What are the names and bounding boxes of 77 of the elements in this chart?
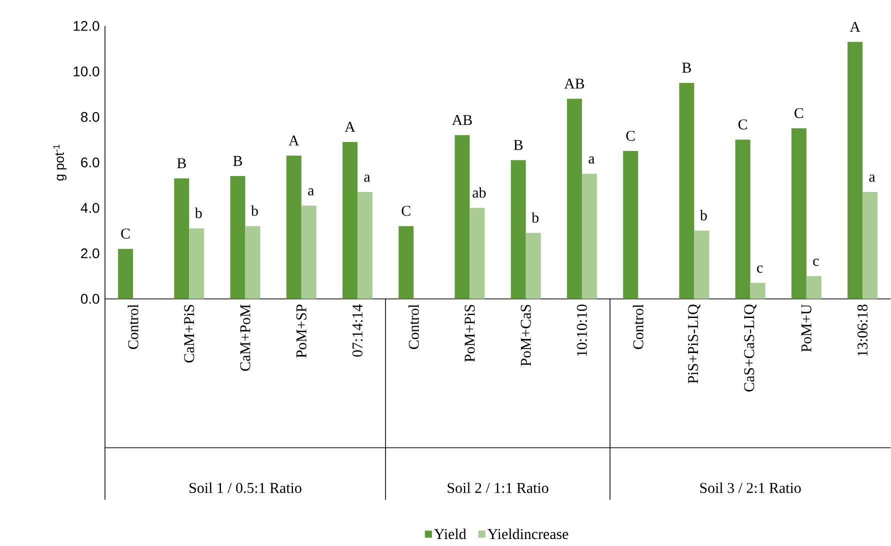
- bar: [679, 82, 694, 299]
- y-tick-label: 12.0: [74, 21, 100, 32]
- x-tick-label: PoM+CaS: [520, 305, 531, 366]
- data-label: C: [738, 120, 747, 130]
- data-label: B: [682, 62, 691, 73]
- data-label: C: [626, 130, 635, 141]
- data-label: AB: [564, 78, 584, 89]
- data-label: B: [233, 156, 242, 166]
- x-tick-label: CaS+CaS-LIQ: [744, 304, 756, 392]
- data-label: ab: [472, 187, 486, 198]
- bar: [245, 226, 260, 299]
- y-tick-label: 8.0: [81, 112, 100, 122]
- data-label: a: [308, 188, 314, 196]
- data-label: b: [251, 206, 258, 216]
- bar: [470, 208, 485, 299]
- bar: [582, 174, 597, 299]
- data-label: b: [194, 208, 202, 218]
- data-label: A: [850, 22, 860, 32]
- x-tick-label: Control: [408, 304, 419, 350]
- y-tick-label: 6.0: [81, 158, 100, 168]
- bar: [735, 140, 750, 299]
- data-label: B: [177, 158, 186, 168]
- y-axis-title: g pot$^{-1}$: [53, 144, 66, 181]
- x-tick-label: 13:06:18: [857, 304, 868, 356]
- data-label: b: [532, 212, 539, 223]
- data-label: a: [869, 174, 876, 182]
- data-label: A: [344, 122, 356, 132]
- bar: [806, 276, 822, 299]
- bar: [862, 192, 878, 299]
- bar: [342, 142, 358, 299]
- bar: [230, 176, 246, 299]
- data-label: AB: [452, 115, 472, 126]
- x-tick-label: PoM+SP: [296, 304, 306, 358]
- data-label: c: [757, 266, 763, 273]
- data-label: C: [402, 206, 410, 216]
- bar: [301, 206, 316, 299]
- bar: [510, 160, 526, 299]
- x-tick-label: Control: [128, 304, 138, 350]
- data-label: C: [794, 108, 804, 118]
- text: Soil 3 / 2:1 Ratio: [700, 482, 801, 494]
- y-tick-label: 4.0: [80, 203, 100, 213]
- bar: [623, 151, 638, 299]
- bar: [357, 192, 372, 299]
- x-tick-label: CaM+PoM: [240, 304, 250, 371]
- bar: [189, 228, 204, 299]
- legend-label: Yieldincrease: [488, 528, 568, 540]
- x-tick-label: CaM+PiS: [184, 305, 194, 363]
- bar: [118, 248, 134, 299]
- data-label: a: [364, 174, 370, 182]
- bar: [398, 226, 414, 299]
- bar: [566, 98, 582, 299]
- data-label: b: [700, 210, 707, 221]
- data-label: a: [588, 156, 595, 164]
- y-tick-label: 0.0: [80, 294, 100, 304]
- legend-label: Yield: [434, 528, 466, 540]
- bar: [750, 283, 766, 299]
- text: Soil 2 / 1:1 Ratio: [448, 482, 548, 494]
- bar: [791, 128, 806, 299]
- bar: [174, 178, 190, 299]
- bar: [848, 42, 863, 299]
- x-tick-label: Control: [632, 304, 644, 350]
- x-tick-label: PoM+U: [801, 304, 812, 352]
- y-tick-label: 2.0: [81, 248, 100, 258]
- x-tick-label: 07:14:14: [352, 304, 363, 357]
- x-tick-label: PoM+PiS: [464, 305, 475, 362]
- bar: [526, 233, 541, 299]
- x-tick-label: 10:10:10: [576, 304, 588, 356]
- bar: [286, 156, 302, 299]
- data-label: C: [121, 228, 130, 239]
- data-label: A: [288, 136, 300, 146]
- bar: [694, 230, 710, 299]
- x-tick-label: PiS+PiS-LIQ: [688, 304, 700, 384]
- bar: [454, 135, 470, 299]
- text: Soil 1 / 0.5:1 Ratio: [190, 482, 302, 494]
- y-tick-label: 10.0: [74, 66, 100, 77]
- data-label: B: [514, 140, 523, 150]
- data-label: c: [813, 258, 819, 266]
